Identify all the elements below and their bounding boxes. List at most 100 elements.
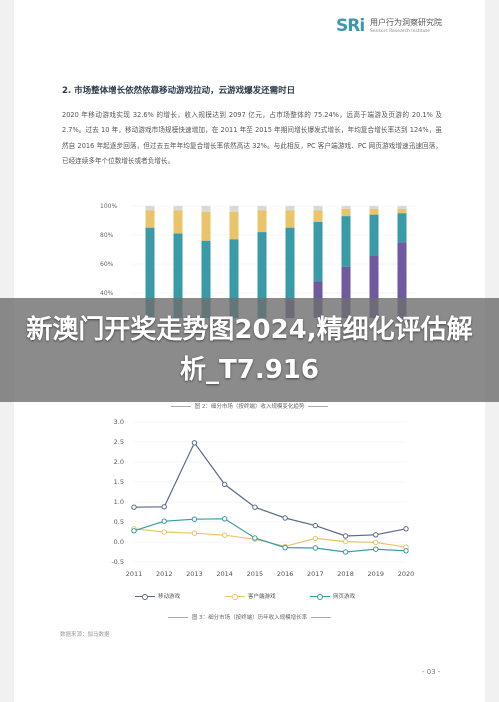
bar-segment <box>313 221 323 282</box>
data-point <box>312 545 319 551</box>
bar-segment <box>145 227 155 318</box>
bar-segment <box>145 210 155 228</box>
bar-segment <box>397 213 407 243</box>
bar-segment <box>313 206 323 211</box>
data-point <box>252 535 258 541</box>
data-point <box>221 481 228 488</box>
figure-2-caption-text: 图 2：细分市场（按终端）收入规模变化趋势 <box>194 404 305 410</box>
bar-segment <box>145 206 155 211</box>
bar-segment <box>173 233 183 318</box>
data-point <box>373 539 379 546</box>
x-tick-label: 2018 <box>337 570 354 578</box>
legend-item: 移动游戏 <box>135 592 180 600</box>
bar-segment <box>257 206 267 211</box>
data-point <box>252 504 258 510</box>
y-tick-label: 80% <box>100 232 114 239</box>
data-point <box>373 546 379 552</box>
x-tick-label: 2013 <box>186 570 203 578</box>
series-line <box>133 518 407 553</box>
y-tick-label: 60% <box>100 261 114 268</box>
bar-segment <box>285 227 295 301</box>
data-source: 数据来源：伽马数据 <box>60 632 110 638</box>
x-tick-label: 2012 <box>156 570 173 578</box>
data-point <box>131 528 137 534</box>
bar-segment <box>341 208 351 217</box>
y-tick-label: 100% <box>100 203 117 210</box>
legend-item: 客户端游戏 <box>225 592 276 600</box>
bar-segment <box>201 240 211 318</box>
bar-segment <box>369 255 379 318</box>
x-tick-label: 2015 <box>247 570 264 578</box>
bar-segment <box>229 206 239 212</box>
figure-3-caption: 图 3：细分市场（按终端）历年收入规模增长率 <box>0 613 499 621</box>
section-paragraph: 2020 年移动游戏实现 32.6% 的增长，收入规模达到 2097 亿元，占市… <box>62 111 442 166</box>
data-point <box>342 533 349 539</box>
sri-logo: SRi 用户行为洞察研究院 Sensors Research Institute <box>336 16 466 40</box>
legend-label: 客户端游戏 <box>248 594 276 600</box>
org-name-cn: 用户行为洞察研究院 <box>370 18 442 27</box>
y-tick-label: 1.5 <box>114 478 124 486</box>
y-tick-label: 1.0 <box>114 498 124 506</box>
bar-segment <box>201 206 211 212</box>
bar-segment <box>285 206 295 211</box>
legend-swatch <box>225 594 245 600</box>
data-point <box>131 504 137 510</box>
data-point <box>161 518 167 524</box>
data-point <box>161 529 167 535</box>
data-point <box>161 504 167 510</box>
bar-segment <box>285 210 295 228</box>
data-point <box>342 549 349 555</box>
x-tick-label: 2014 <box>216 570 233 578</box>
overlay-banner <box>0 298 499 402</box>
bar-segment <box>341 266 351 318</box>
bar-segment <box>397 242 407 318</box>
data-point <box>191 530 198 536</box>
bar-segment <box>341 206 351 209</box>
logo-mark: SRi <box>336 16 365 36</box>
data-point <box>221 516 228 522</box>
legend-label: 移动游戏 <box>158 594 181 600</box>
bar-segment <box>369 208 379 215</box>
page-number: - 03 - <box>422 668 441 676</box>
bar-segment <box>201 211 211 241</box>
data-point <box>373 532 379 538</box>
bar-segment <box>257 210 267 233</box>
bar-segment <box>369 206 379 209</box>
bar-segment <box>173 210 183 234</box>
y-tick-label: -0.5 <box>111 558 124 566</box>
bar-segment <box>341 216 351 267</box>
y-tick-label: 40% <box>100 290 114 297</box>
section-heading: 2. 市场整体增长依然依靠移动游戏拉动，云游戏爆发还需时日 <box>62 86 296 96</box>
data-point <box>403 526 409 532</box>
x-tick-label: 2017 <box>307 570 324 578</box>
bar-segment <box>229 239 239 318</box>
data-point <box>282 544 288 551</box>
y-tick-label: 0.5 <box>114 518 124 526</box>
x-tick-label: 2020 <box>398 570 415 578</box>
bar-segment <box>173 206 183 211</box>
bar-segment <box>229 211 239 240</box>
figure-3-caption-text: 图 3：细分市场（按终端）历年收入规模增长率 <box>191 615 308 621</box>
data-point <box>191 440 198 446</box>
bar-segment <box>313 210 323 222</box>
overlay-banner-text: 新澳门开奖走势图2024,精细化评估解析_T7.916 <box>26 315 473 385</box>
y-tick-label: 0.0 <box>114 538 124 546</box>
bar-segment <box>397 206 407 209</box>
series-line <box>133 528 407 548</box>
data-point <box>342 538 349 545</box>
org-name-en: Sensors Research Institute <box>370 29 430 34</box>
data-point <box>282 515 288 521</box>
series-line <box>133 441 407 537</box>
y-tick-label: 2.0 <box>114 458 124 466</box>
x-tick-label: 2016 <box>277 570 294 578</box>
x-tick-label: 2019 <box>368 570 385 578</box>
legend-swatch <box>135 594 155 600</box>
legend-item: 网页游戏 <box>310 592 355 600</box>
y-tick-label: 2.5 <box>114 438 124 446</box>
x-tick-label: 2011 <box>126 570 143 578</box>
data-point <box>191 516 198 522</box>
data-point <box>312 535 319 542</box>
figure-2-caption: 图 2：细分市场（按终端）收入规模变化趋势 <box>0 402 499 410</box>
legend-swatch <box>310 594 330 600</box>
